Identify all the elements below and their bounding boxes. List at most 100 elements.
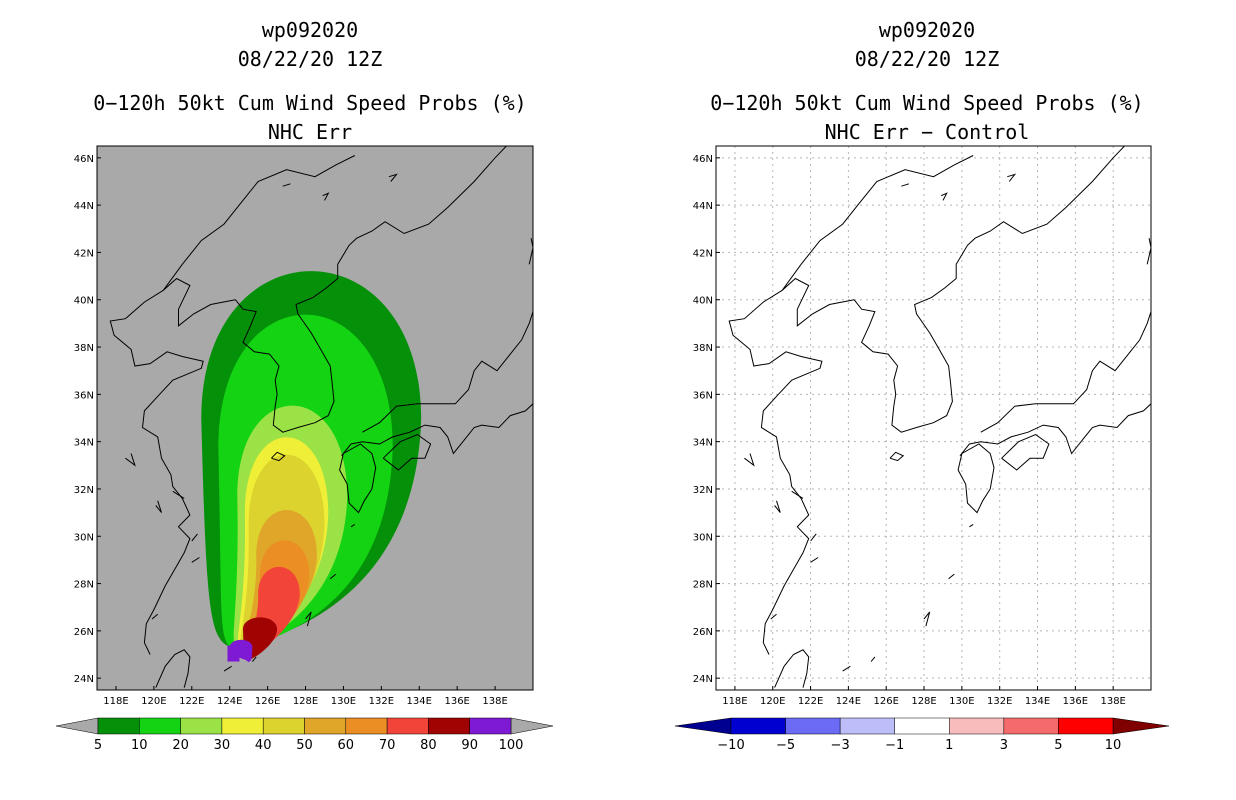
- lon-label: 122E: [179, 696, 204, 707]
- colorbar-label: −3: [831, 738, 850, 753]
- coastline: [980, 311, 1151, 433]
- coastline: [969, 523, 974, 528]
- lon-label: 136E: [444, 696, 469, 707]
- lat-label: 36N: [693, 390, 713, 401]
- colorbar-swatch: [839, 717, 895, 735]
- colorbar-swatch: [894, 717, 950, 735]
- colorbar-under-arrow: [55, 717, 99, 735]
- colorbar-label: 1: [945, 738, 953, 753]
- right-subtitle: NHC Err − Control: [824, 120, 1030, 144]
- coastline: [901, 183, 910, 187]
- coastline: [774, 500, 781, 513]
- coastline: [923, 611, 931, 627]
- lon-label: 130E: [949, 696, 974, 707]
- lat-label: 28N: [74, 580, 94, 591]
- colorbar-label: 3: [1000, 738, 1008, 753]
- colorbar-label: −1: [885, 738, 904, 753]
- colorbar-swatch: [949, 717, 1005, 735]
- left-colorbar: 5 10 20 30 40 50 60 70 80 90 100: [55, 717, 554, 753]
- left-map-panel: 118E 120E 122E 124E 126E 128E 130E 132E 134E 136E…: [74, 145, 534, 707]
- right-product-title: 0−120h 50kt Cum Wind Speed Probs (%): [710, 91, 1144, 115]
- coastline: [271, 451, 286, 462]
- lat-label: 46N: [693, 154, 713, 165]
- lat-label: 24N: [693, 674, 713, 685]
- lon-label: 126E: [255, 696, 280, 707]
- left-map-frame: [96, 145, 534, 691]
- lon-label: 134E: [1025, 696, 1050, 707]
- coastline: [155, 500, 162, 513]
- coastline: [341, 403, 533, 457]
- colorbar-label: −10: [717, 738, 744, 753]
- colorbar-label: 70: [379, 738, 396, 753]
- lat-label: 30N: [74, 532, 94, 543]
- coastline: [528, 238, 533, 265]
- lat-label: 40N: [693, 296, 713, 307]
- lon-label: 118E: [722, 696, 747, 707]
- lon-label: 128E: [293, 696, 318, 707]
- lat-label: 32N: [693, 485, 713, 496]
- lon-label: 132E: [987, 696, 1012, 707]
- right-date: 08/22/20 12Z: [854, 47, 1000, 71]
- coastline: [1146, 238, 1151, 265]
- coastline: [781, 155, 974, 291]
- colorbar-swatch: [97, 717, 140, 735]
- colorbar-over-arrow: [510, 717, 554, 735]
- prob-peak-cell: [227, 645, 240, 662]
- lon-label: 136E: [1063, 696, 1088, 707]
- lat-label: 28N: [693, 580, 713, 591]
- coastline: [842, 665, 851, 672]
- colorbar-swatch: [180, 717, 223, 735]
- colorbar-label: 5: [94, 738, 102, 753]
- lat-label: 42N: [74, 248, 94, 259]
- right-map-frame: [715, 145, 1152, 691]
- lon-label: 120E: [141, 696, 166, 707]
- coastline: [191, 557, 200, 563]
- coastline: [362, 311, 533, 433]
- colorbar-label: 10: [1105, 738, 1122, 753]
- lon-label: 138E: [482, 696, 507, 707]
- colorbar-label: 90: [461, 738, 478, 753]
- colorbar-label: 60: [338, 738, 355, 753]
- colorbar-label: 50: [296, 738, 313, 753]
- lon-label: 124E: [217, 696, 242, 707]
- lat-label: 40N: [74, 296, 94, 307]
- coastline: [162, 155, 356, 291]
- coastline: [940, 192, 948, 201]
- coastline: [172, 490, 185, 499]
- coastline: [870, 656, 876, 662]
- lon-label: 120E: [760, 696, 785, 707]
- coastline: [810, 533, 817, 542]
- coastline: [959, 403, 1151, 457]
- colorbar-label: 5: [1054, 738, 1062, 753]
- colorbar-swatch: [785, 717, 841, 735]
- lat-label: 30N: [693, 532, 713, 543]
- coastline: [853, 146, 1126, 433]
- left-coastlines: [109, 146, 533, 688]
- right-axes: 118E 120E 122E 124E 126E 128E 130E 132E 134E 136E…: [693, 154, 1126, 707]
- coastline: [791, 490, 804, 499]
- left-product-title: 0−120h 50kt Cum Wind Speed Probs (%): [93, 91, 527, 115]
- coastline: [948, 573, 955, 580]
- colorbar-label: −5: [776, 738, 795, 753]
- lat-label: 26N: [693, 627, 713, 638]
- colorbar-swatch: [304, 717, 347, 735]
- lon-label: 118E: [103, 696, 128, 707]
- lon-label: 122E: [798, 696, 823, 707]
- colorbar-label: 10: [131, 738, 148, 753]
- colorbar-swatch: [262, 717, 305, 735]
- colorbar-swatch: [1003, 717, 1059, 735]
- coastline: [957, 443, 995, 514]
- coastline: [305, 611, 312, 627]
- lat-label: 32N: [74, 485, 94, 496]
- prob-contour-90: [229, 639, 253, 663]
- coastline: [1001, 434, 1050, 471]
- right-coastlines: [728, 146, 1151, 688]
- coastline: [109, 277, 236, 655]
- colorbar-swatch: [345, 717, 388, 735]
- lon-label: 128E: [911, 696, 936, 707]
- lat-label: 44N: [693, 201, 713, 212]
- colorbar-swatch: [139, 717, 181, 735]
- lon-label: 124E: [836, 696, 861, 707]
- right-storm-id: wp092020: [878, 18, 976, 42]
